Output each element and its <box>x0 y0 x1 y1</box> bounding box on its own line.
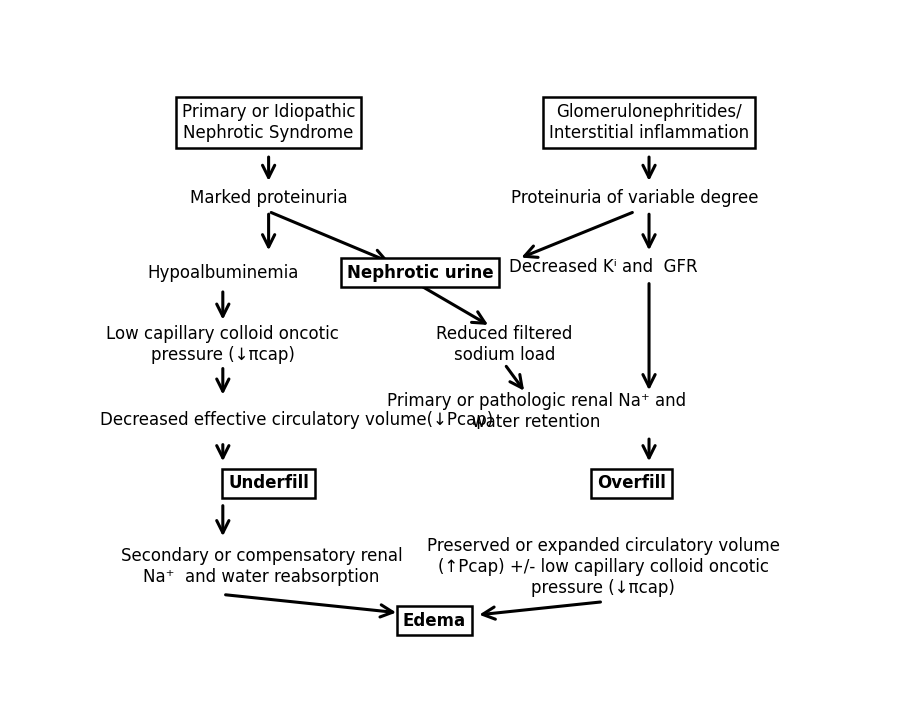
Text: Nephrotic urine: Nephrotic urine <box>346 263 494 281</box>
Text: Glomerulonephritides/
Interstitial inflammation: Glomerulonephritides/ Interstitial infla… <box>549 103 749 142</box>
Text: Hypoalbuminemia: Hypoalbuminemia <box>147 263 298 281</box>
Text: Primary or pathologic renal Na⁺ and
water retention: Primary or pathologic renal Na⁺ and wate… <box>386 392 686 430</box>
Text: Secondary or compensatory renal
Na⁺  and water reabsorption: Secondary or compensatory renal Na⁺ and … <box>121 547 403 586</box>
Text: Low capillary colloid oncotic
pressure (↓πcap): Low capillary colloid oncotic pressure (… <box>106 325 339 364</box>
Text: Decreased Kⁱ and  GFR: Decreased Kⁱ and GFR <box>509 258 697 276</box>
Text: Proteinuria of variable degree: Proteinuria of variable degree <box>511 189 759 206</box>
Text: Overfill: Overfill <box>597 474 666 492</box>
Text: Preserved or expanded circulatory volume
(↑Pcap) +/- low capillary colloid oncot: Preserved or expanded circulatory volume… <box>426 537 780 596</box>
Text: Edema: Edema <box>403 611 465 629</box>
Text: Marked proteinuria: Marked proteinuria <box>190 189 347 206</box>
Text: Decreased effective circulatory volume(↓Pcap): Decreased effective circulatory volume(↓… <box>100 411 494 428</box>
Text: Primary or Idiopathic
Nephrotic Syndrome: Primary or Idiopathic Nephrotic Syndrome <box>182 103 355 142</box>
Text: Underfill: Underfill <box>228 474 309 492</box>
Text: Reduced filtered
sodium load: Reduced filtered sodium load <box>436 325 573 364</box>
